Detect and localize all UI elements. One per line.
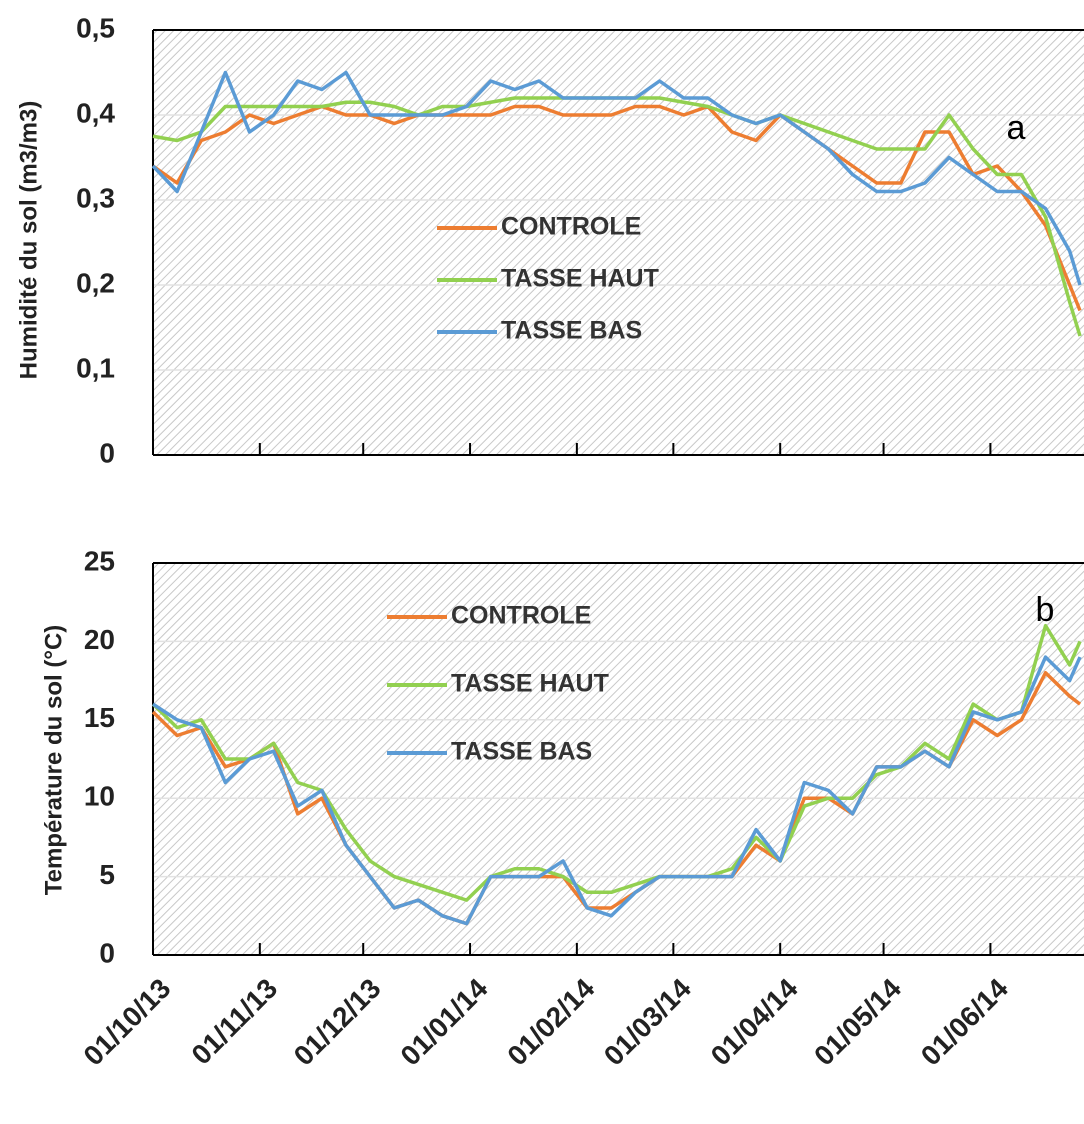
annotation: a: [1007, 109, 1026, 147]
legend-label: TASSE HAUT: [451, 670, 609, 698]
series-line: [152, 655, 1082, 926]
x-tick-label: 01/03/14: [598, 972, 697, 1071]
x-tick-label: 01/01/14: [395, 972, 494, 1071]
y-tick-label: 0,1: [76, 352, 115, 383]
legend-label: CONTROLE: [501, 213, 641, 241]
x-tick-label: 01/04/14: [705, 972, 804, 1071]
y-tick-label: 0,4: [76, 97, 115, 128]
y-axis-label: Humidité du sol (m3/m3): [15, 101, 42, 380]
series-line: [151, 70, 1082, 286]
plot-area: [153, 30, 1084, 455]
x-tick-label: 01/05/14: [808, 972, 907, 1071]
x-tick-label: 01/02/14: [501, 972, 600, 1071]
x-tick-label: 01/11/13: [185, 973, 283, 1071]
y-axis-label: Température du sol (°C): [40, 625, 67, 896]
series-line: [151, 623, 1082, 902]
plot-area: [153, 563, 1084, 955]
legend-label: TASSE HAUT: [501, 265, 659, 293]
y-tick-label: 5: [99, 859, 115, 890]
annotation: b: [1036, 591, 1055, 629]
y-tick-label: 15: [84, 702, 115, 733]
y-tick-label: 0: [99, 937, 115, 968]
x-tick-label: 01/10/13: [77, 973, 176, 1072]
y-tick-label: 0,3: [76, 182, 115, 213]
y-tick-label: 10: [84, 781, 115, 812]
legend-label: TASSE BAS: [451, 738, 592, 766]
legend-label: CONTROLE: [451, 602, 591, 630]
y-tick-label: 20: [84, 624, 115, 655]
y-tick-label: 0: [99, 437, 115, 468]
y-tick-label: 25: [84, 545, 115, 576]
x-tick-label: 01/06/14: [915, 972, 1014, 1071]
legend-label: TASSE BAS: [501, 317, 642, 345]
y-tick-label: 0,5: [76, 12, 115, 43]
y-tick-label: 0,2: [76, 267, 115, 298]
x-tick-label: 01/12/13: [288, 973, 387, 1072]
